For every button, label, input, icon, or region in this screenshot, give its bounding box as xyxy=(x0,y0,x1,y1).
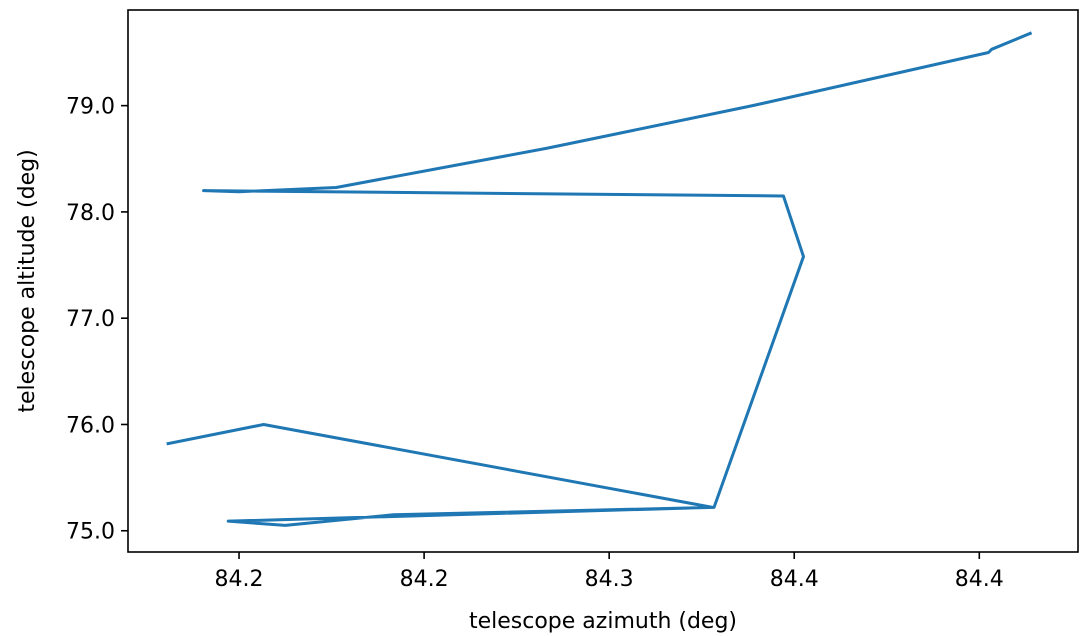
y-axis-ticks: 75.0 76.0 77.0 78.0 79.0 xyxy=(66,95,128,545)
x-axis-label: telescope azimuth (deg) xyxy=(469,609,737,634)
axes-frame xyxy=(127,9,1079,553)
series-layer xyxy=(166,31,1033,527)
x-tick-label: 84.3 xyxy=(585,567,634,592)
x-tick-label: 84.4 xyxy=(955,567,1004,592)
x-tick-label: 84.4 xyxy=(770,567,819,592)
series-line-0 xyxy=(166,31,1033,527)
x-tick-label: 84.2 xyxy=(215,567,264,592)
y-tick-label: 79.0 xyxy=(66,95,115,120)
x-axis-ticks: 84.2 84.2 84.3 84.4 84.4 xyxy=(215,552,1004,592)
y-tick-label: 75.0 xyxy=(66,520,115,545)
y-tick-label: 76.0 xyxy=(66,413,115,438)
y-tick-label: 78.0 xyxy=(66,201,115,226)
plot-area xyxy=(127,9,1079,553)
x-tick-label: 84.2 xyxy=(400,567,449,592)
y-tick-label: 77.0 xyxy=(66,307,115,332)
y-axis-label: telescope altitude (deg) xyxy=(15,149,40,412)
